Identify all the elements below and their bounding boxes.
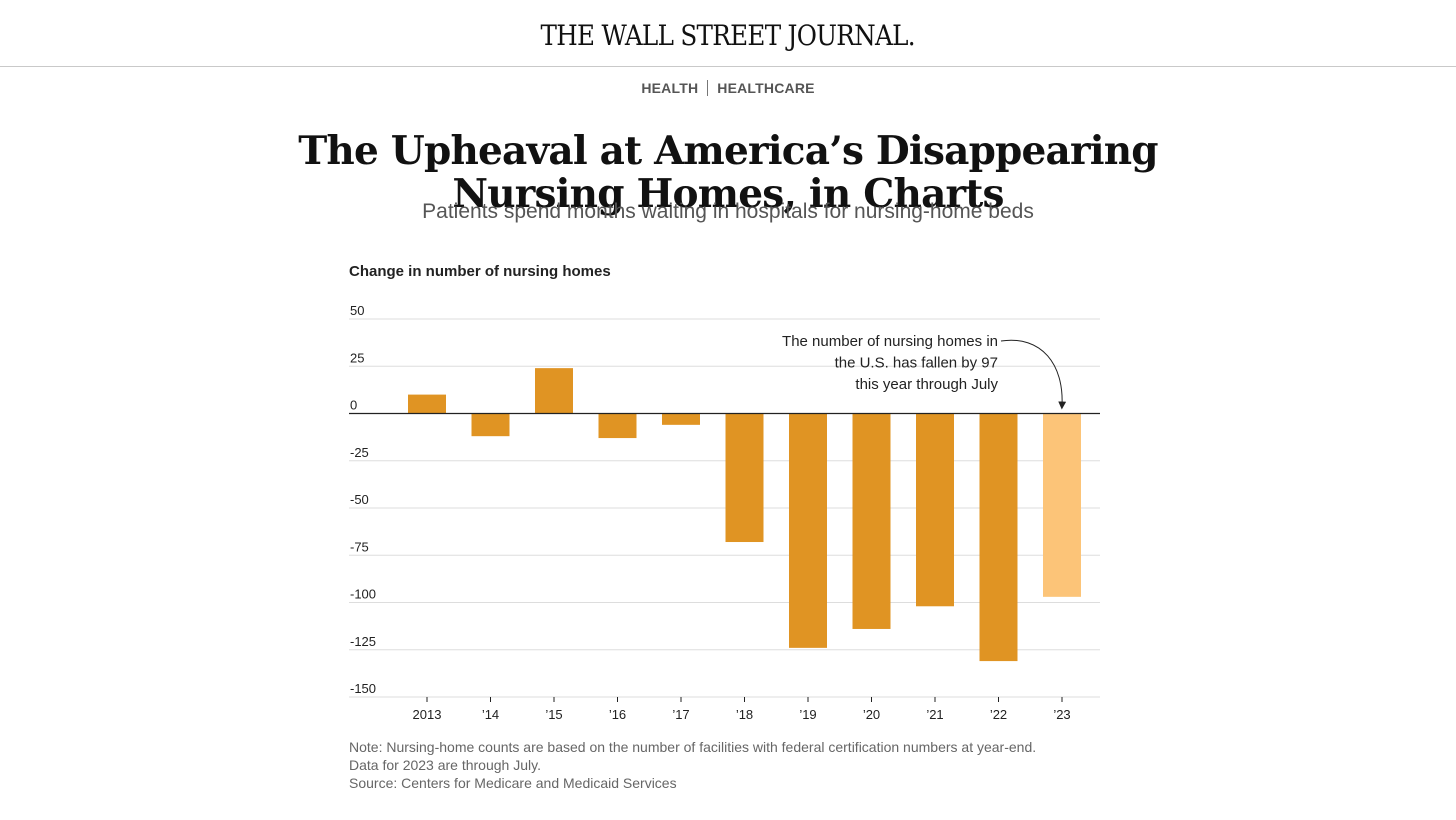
y-tick-label: 0 bbox=[350, 398, 357, 413]
bar[interactable] bbox=[535, 368, 573, 414]
bar[interactable] bbox=[408, 394, 446, 414]
annotation-text: The number of nursing homes in bbox=[782, 333, 998, 350]
y-tick-label: -150 bbox=[350, 681, 376, 696]
bar[interactable] bbox=[598, 413, 637, 439]
x-tick-label: ’17 bbox=[672, 707, 689, 722]
x-tick-label: ’16 bbox=[609, 707, 626, 722]
x-tick-label: ’21 bbox=[926, 707, 943, 722]
bar[interactable] bbox=[662, 413, 700, 425]
bar-chart: 50 25 0 -25 -50 -75 -100 -125 -150 2013 ’14 ’15 ’16 ’… bbox=[349, 303, 1100, 722]
bar[interactable] bbox=[916, 413, 954, 607]
y-tick-label: -100 bbox=[350, 587, 376, 602]
x-tick-label: ’23 bbox=[1053, 707, 1070, 722]
bar[interactable] bbox=[471, 413, 510, 437]
y-tick-label: 50 bbox=[350, 303, 364, 318]
x-tick-label: 2013 bbox=[413, 707, 442, 722]
x-tick-label: ’22 bbox=[990, 707, 1007, 722]
x-tick-label: ’14 bbox=[482, 707, 499, 722]
section-link-healthcare[interactable]: HEALTHCARE bbox=[717, 80, 815, 96]
article-headline: The Upheaval at America’s Disappearing N… bbox=[298, 128, 1158, 218]
y-tick-label: 25 bbox=[350, 350, 364, 365]
masthead: THE WALL STREET JOURNAL. bbox=[0, 0, 1456, 67]
note-line-2: Data for 2023 are through July. bbox=[349, 757, 541, 773]
section-link-health[interactable]: HEALTH bbox=[641, 80, 699, 96]
source-line: Source: Centers for Medicare and Medicai… bbox=[349, 775, 677, 791]
bar[interactable] bbox=[789, 413, 827, 648]
y-tick-label: -75 bbox=[350, 539, 369, 554]
annotation-text: this year through July bbox=[855, 376, 998, 393]
chart-note: Note: Nursing-home counts are based on t… bbox=[349, 738, 1109, 792]
x-tick-label: ’15 bbox=[545, 707, 562, 722]
article-dek: Patients spend months waiting in hospita… bbox=[422, 200, 1034, 223]
y-tick-label: -25 bbox=[350, 445, 369, 460]
y-tick-label: -50 bbox=[350, 492, 369, 507]
y-tick-label: -125 bbox=[350, 634, 376, 649]
x-tick-label: ’18 bbox=[736, 707, 753, 722]
breadcrumb-divider bbox=[707, 80, 709, 96]
chart-title: Change in number of nursing homes bbox=[349, 263, 611, 280]
bar[interactable] bbox=[979, 413, 1018, 662]
wsj-logo[interactable]: THE WALL STREET JOURNAL. bbox=[540, 18, 916, 52]
x-tick-label: ’19 bbox=[799, 707, 816, 722]
bar[interactable] bbox=[725, 413, 764, 543]
bar[interactable] bbox=[852, 413, 891, 629]
x-tick-label: ’20 bbox=[863, 707, 880, 722]
bar[interactable] bbox=[1043, 413, 1081, 597]
annotation-text: the U.S. has fallen by 97 bbox=[835, 355, 998, 372]
note-line: Note: Nursing-home counts are based on t… bbox=[349, 739, 1037, 755]
annotation-arrow bbox=[1000, 339, 1067, 410]
section-breadcrumb: HEALTH HEALTHCARE bbox=[0, 80, 1456, 96]
